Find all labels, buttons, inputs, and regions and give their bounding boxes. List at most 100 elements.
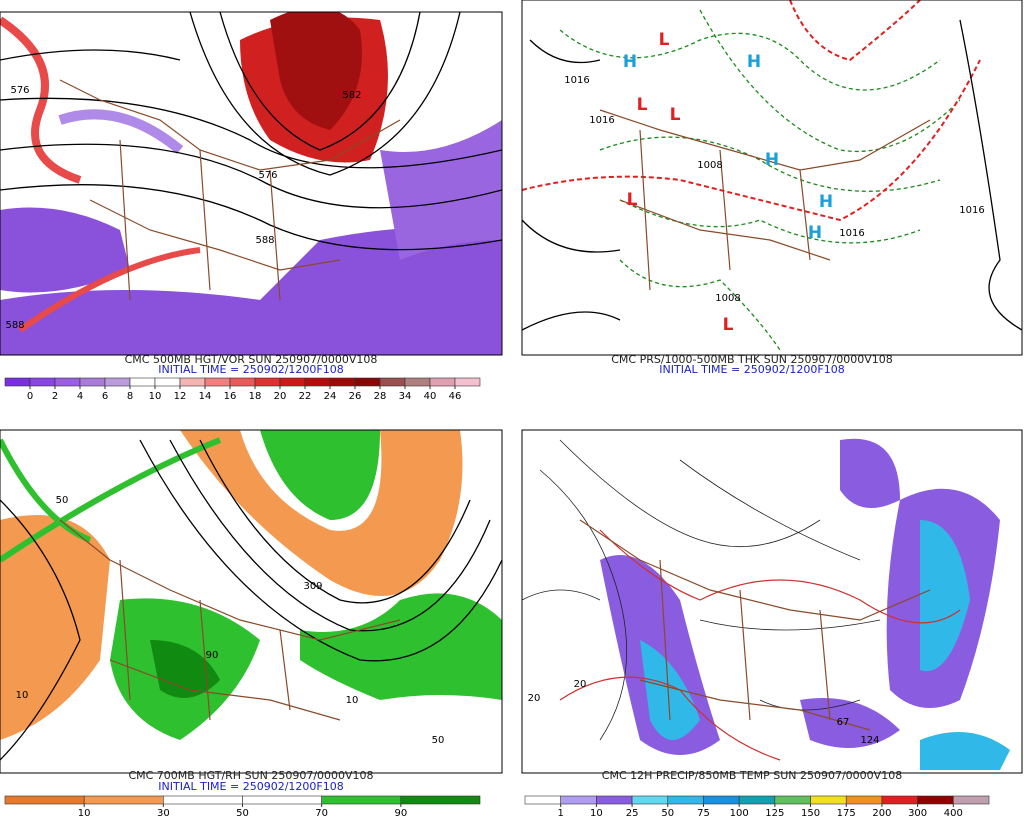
colorbar-label: 100: [730, 808, 749, 819]
map-pressure: [522, 0, 1022, 355]
colorbar-swatch: [304, 377, 331, 387]
contour-label: 1016: [959, 205, 984, 216]
low-pressure: L: [659, 30, 670, 50]
colorbar-swatch: [810, 795, 847, 805]
colorbar-swatch: [917, 795, 954, 805]
colorbar-swatch: [321, 795, 402, 805]
colorbar-label: 25: [626, 808, 639, 819]
colorbar-swatch: [400, 795, 481, 805]
high-pressure: H: [808, 223, 822, 243]
colorbar-swatch: [703, 795, 740, 805]
colorbar-swatch: [163, 795, 243, 805]
colorbar-label: 18: [249, 391, 262, 402]
colorbar-label: 34: [399, 391, 412, 402]
colorbar-swatch: [774, 795, 811, 805]
colorbar-label: 10: [590, 808, 603, 819]
contour-label: 50: [432, 735, 445, 746]
contour-label: 1008: [697, 160, 722, 171]
colorbar-label: 8: [127, 391, 133, 402]
map-caption: CMC 500MB HGT/VOR SUN 250907/0000V108: [125, 353, 378, 366]
contour-label: 588: [255, 235, 274, 246]
contour-label: 576: [258, 170, 277, 181]
colorbar-label: 75: [697, 808, 710, 819]
colorbar-swatch: [179, 377, 206, 387]
colorbar-label: 20: [274, 391, 287, 402]
colorbar-label: 2: [52, 391, 58, 402]
contour-label: 309: [303, 581, 322, 592]
colorbar-label: 1: [558, 808, 564, 819]
colorbar-swatch: [667, 795, 704, 805]
colorbar-swatch: [560, 795, 597, 805]
contour-label: 588: [5, 320, 24, 331]
colorbar-swatch: [254, 377, 281, 387]
colorbar-swatch: [229, 377, 256, 387]
colorbar-swatch: [4, 795, 85, 805]
high-pressure: H: [623, 52, 637, 72]
colorbar-swatch: [279, 377, 306, 387]
high-pressure: H: [747, 52, 761, 72]
colorbar-label: 30: [157, 808, 170, 819]
colorbar-swatch: [29, 377, 56, 387]
colorbar-label: 22: [299, 391, 312, 402]
colorbar-label: 26: [349, 391, 362, 402]
colorbar-label: 28: [374, 391, 387, 402]
colorbar-label: 50: [236, 808, 249, 819]
map-frame: [0, 11, 503, 356]
colorbar-swatch: [596, 795, 633, 805]
colorbar-swatch: [354, 377, 381, 387]
colorbar-swatch: [738, 795, 776, 805]
contour-label: 20: [574, 679, 587, 690]
contour-label: 10: [16, 690, 29, 701]
colorbar-swatch: [881, 795, 918, 805]
colorbar-label: 200: [872, 808, 891, 819]
colorbar-label: 70: [315, 808, 328, 819]
colorbar-label: 50: [661, 808, 674, 819]
initial-time: INITIAL TIME = 250902/1200F108: [659, 363, 844, 376]
colorbar-swatch: [953, 795, 990, 805]
colorbar-swatch: [379, 377, 406, 387]
colorbar-swatch: [845, 795, 883, 805]
initial-time: INITIAL TIME = 250902/1200F108: [158, 780, 343, 793]
low-pressure: L: [627, 190, 638, 210]
colorbar-label: 0: [27, 391, 33, 402]
colorbar-label: 400: [944, 808, 963, 819]
colorbar-label: 10: [149, 391, 162, 402]
colorbar-swatch: [454, 377, 481, 387]
colorbar-label: 125: [765, 808, 784, 819]
contour-label: 1016: [564, 75, 589, 86]
colorbar-swatch: [4, 377, 31, 387]
colorbar-swatch: [524, 795, 561, 805]
contour-label: 582: [342, 90, 361, 101]
contour-label: 124: [860, 735, 879, 746]
map-frame: [0, 429, 503, 774]
map-caption: CMC 700MB HGT/RH SUN 250907/0000V108: [128, 769, 373, 782]
contour-label: 1008: [715, 293, 740, 304]
high-pressure: H: [819, 192, 833, 212]
map-precipitation: [522, 430, 1022, 773]
colorbar-label: 46: [449, 391, 462, 402]
contour-label: 90: [206, 650, 219, 661]
colorbar-swatch: [329, 377, 356, 387]
map-caption: CMC PRS/1000-500MB THK SUN 250907/0000V1…: [611, 353, 892, 366]
contour-label: 50: [56, 495, 69, 506]
colorbar-swatch: [54, 377, 81, 387]
low-pressure: L: [723, 315, 734, 335]
colorbar-label: 40: [424, 391, 437, 402]
map-frame: [521, 429, 1023, 774]
map-frame: [521, 0, 1023, 356]
colorbar-swatch: [83, 795, 164, 805]
colorbar-swatch: [204, 377, 231, 387]
map-humidity: [0, 430, 502, 773]
colorbar-swatch: [129, 377, 156, 387]
colorbar-label: 90: [394, 808, 407, 819]
colorbar-label: 175: [837, 808, 856, 819]
contour-label: 20: [528, 693, 541, 704]
colorbar-label: 300: [908, 808, 927, 819]
colorbar-label: 16: [224, 391, 237, 402]
colorbar-swatch: [104, 377, 131, 387]
colorbar-label: 10: [78, 808, 91, 819]
colorbar-swatch: [631, 795, 669, 805]
contour-label: 1016: [839, 228, 864, 239]
contour-label: 10: [346, 695, 359, 706]
